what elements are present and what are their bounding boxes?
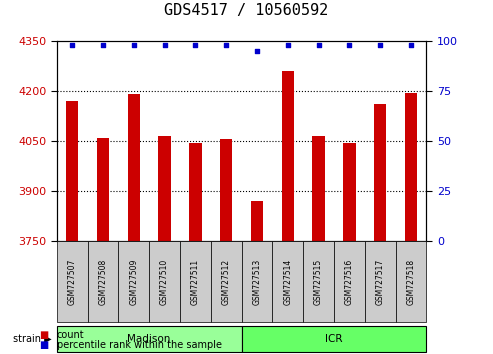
Bar [66, 101, 78, 241]
Point [130, 42, 138, 48]
Bar [313, 136, 325, 241]
Point [222, 42, 230, 48]
Bar [97, 138, 109, 241]
Bar [374, 104, 387, 241]
Text: GSM727507: GSM727507 [68, 258, 76, 305]
Text: GDS4517 / 10560592: GDS4517 / 10560592 [164, 3, 329, 18]
Text: GSM727515: GSM727515 [314, 259, 323, 305]
Point [99, 42, 107, 48]
Point [315, 42, 322, 48]
Text: ■: ■ [39, 330, 49, 339]
Point [284, 42, 292, 48]
Text: GSM727511: GSM727511 [191, 259, 200, 305]
Point [253, 48, 261, 54]
Text: GSM727514: GSM727514 [283, 259, 292, 305]
Text: GSM727510: GSM727510 [160, 259, 169, 305]
Text: GSM727518: GSM727518 [407, 259, 416, 305]
Bar [343, 143, 355, 241]
Bar [282, 71, 294, 241]
Bar [251, 201, 263, 241]
Bar [128, 95, 140, 241]
Text: ICR: ICR [325, 334, 343, 344]
Text: GSM727517: GSM727517 [376, 259, 385, 305]
Text: GSM727516: GSM727516 [345, 259, 354, 305]
Text: Madison: Madison [128, 334, 171, 344]
Bar [405, 93, 417, 241]
Text: count: count [57, 330, 84, 339]
Bar [158, 136, 171, 241]
Text: ■: ■ [39, 340, 49, 350]
Point [191, 42, 199, 48]
Point [376, 42, 384, 48]
Text: percentile rank within the sample: percentile rank within the sample [57, 340, 222, 350]
Text: GSM727512: GSM727512 [222, 259, 231, 305]
Text: strain ▶: strain ▶ [13, 334, 52, 344]
Bar [189, 143, 202, 241]
Point [161, 42, 169, 48]
Point [407, 42, 415, 48]
Point [68, 42, 76, 48]
Text: GSM727508: GSM727508 [99, 259, 107, 305]
Text: GSM727513: GSM727513 [252, 259, 261, 305]
Point [346, 42, 353, 48]
Bar [220, 139, 232, 241]
Text: GSM727509: GSM727509 [129, 258, 138, 305]
